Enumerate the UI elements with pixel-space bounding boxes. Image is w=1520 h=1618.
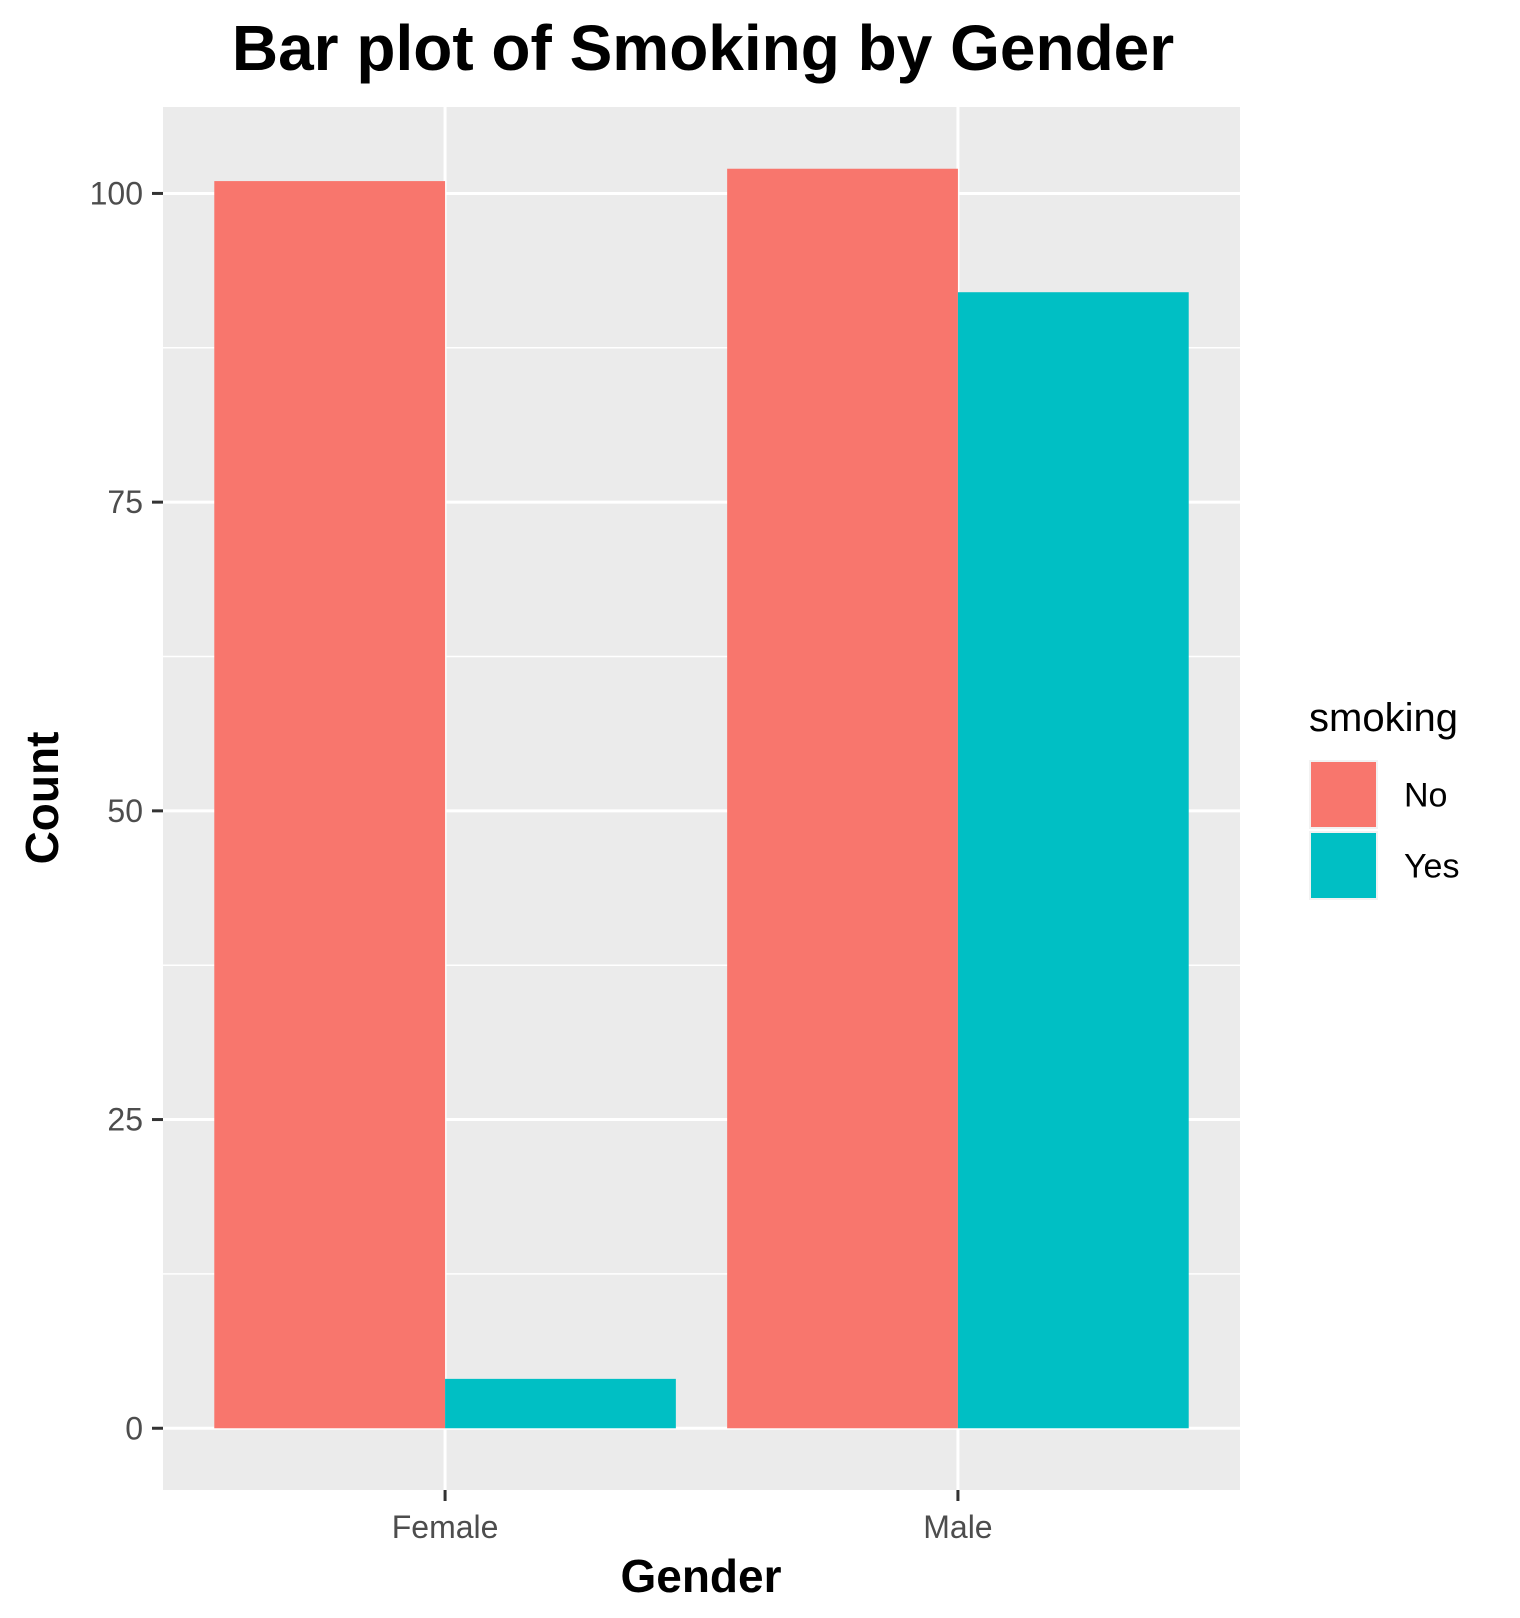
- bars: [214, 168, 1189, 1429]
- legend: smoking No Yes: [1309, 696, 1459, 900]
- x-tick-label: Male: [923, 1509, 992, 1545]
- bar-male-no: [727, 168, 958, 1429]
- legend-swatch-no: [1311, 762, 1376, 827]
- legend-label-no: No: [1404, 777, 1447, 815]
- y-tick-label: 75: [107, 484, 143, 520]
- legend-label-yes: Yes: [1404, 848, 1459, 886]
- bar-female-yes: [445, 1378, 676, 1429]
- y-axis: 0 25 50 75 100: [90, 175, 163, 1446]
- y-axis-title: Count: [16, 732, 68, 865]
- legend-swatch-yes: [1311, 833, 1376, 898]
- x-tick-label: Female: [392, 1509, 499, 1545]
- y-tick-label: 100: [90, 175, 143, 211]
- legend-title: smoking: [1309, 696, 1458, 740]
- y-tick-label: 25: [107, 1102, 143, 1138]
- bar-female-no: [214, 181, 446, 1429]
- y-tick-label: 0: [125, 1410, 143, 1446]
- x-axis: Female Male: [392, 1490, 993, 1545]
- x-axis-title: Gender: [620, 1550, 781, 1602]
- chart-title: Bar plot of Smoking by Gender: [232, 12, 1174, 84]
- y-tick-label: 50: [107, 793, 143, 829]
- bar-male-yes: [957, 292, 1189, 1429]
- legend-items: No Yes: [1309, 760, 1459, 900]
